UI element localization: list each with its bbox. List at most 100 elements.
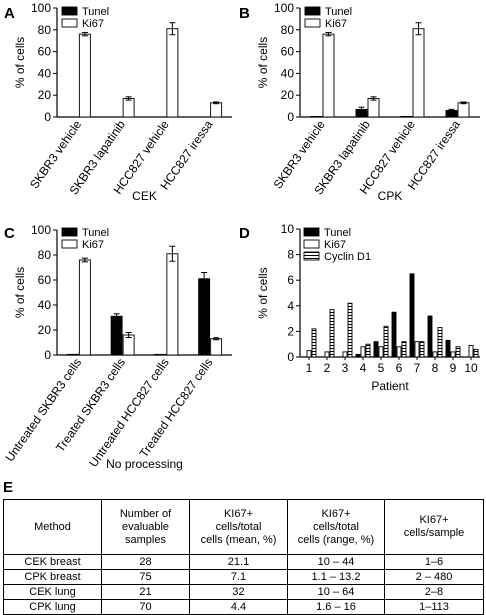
tunel-bar	[154, 353, 167, 356]
ki67-bar	[166, 253, 179, 356]
legend-swatch	[304, 6, 321, 16]
x-axis-label: No processing	[106, 457, 183, 471]
table-cell: 10 – 64	[287, 584, 385, 600]
legend-label: Cyclin D1	[324, 251, 371, 263]
ki67-bar	[360, 346, 366, 358]
cyclin-bar	[365, 343, 371, 358]
table-cell: 1.6 – 16	[287, 599, 385, 615]
tunel-bar	[66, 353, 79, 356]
panel-letter: D	[239, 225, 250, 242]
ki67-bar	[367, 98, 380, 118]
legend-label: Tunel	[82, 6, 109, 18]
cyclin-bar	[329, 309, 335, 358]
table-cell: 4.4	[189, 599, 288, 615]
legend-label: Ki67	[82, 239, 104, 251]
legend-swatch	[303, 239, 320, 249]
x-tick-label: 4	[360, 361, 367, 375]
legend-label: Tunel	[324, 227, 351, 239]
y-tick-label: 0	[44, 348, 51, 362]
table-cell: 75	[101, 569, 190, 585]
table-cell: 1.1 – 13.2	[287, 569, 385, 585]
tunel-bar	[110, 315, 123, 356]
ki67-bar	[414, 341, 420, 358]
ki67-bar	[378, 346, 384, 358]
y-tick-label: 60	[38, 273, 52, 287]
header-samples: Number of evaluable samples	[101, 499, 190, 555]
y-tick-label: 40	[38, 66, 52, 80]
table-cell: 21.1	[189, 554, 288, 570]
table-row: CPK lung 70 4.4 1.6 – 16 1–113	[3, 599, 484, 615]
y-tick-label: 20	[38, 323, 52, 337]
y-tick-label: 80	[281, 23, 295, 37]
table-row: CPK breast 75 7.1 1.1 – 13.2 2 – 480	[3, 569, 484, 585]
panel-letter: C	[4, 225, 15, 242]
y-axis-label: % of cells	[256, 37, 270, 88]
x-tick-label: 7	[414, 361, 421, 375]
legend-label: Ki67	[325, 18, 347, 30]
ki67-bar	[322, 33, 335, 118]
table-cell: CPK breast	[3, 569, 102, 585]
cyclin-bar	[419, 341, 425, 358]
ki67-bar	[342, 351, 348, 358]
y-tick-label: 60	[281, 45, 295, 59]
ki67-bar	[166, 28, 179, 118]
x-tick-label: 8	[432, 361, 439, 375]
table-cell: 10 – 44	[287, 554, 385, 570]
legend-label: Ki67	[82, 18, 104, 30]
ki67-bar	[78, 259, 91, 356]
table-cell: 70	[101, 599, 190, 615]
legend-swatch	[61, 6, 78, 16]
x-tick-label: 9	[450, 361, 457, 375]
legend-label: Ki67	[324, 239, 346, 251]
cyclin-bar	[347, 302, 353, 358]
table-cell: CEK lung	[3, 584, 102, 600]
results-table: Method Number of evaluable samples KI67+…	[3, 499, 484, 615]
tunel-bar	[355, 353, 361, 358]
table-cell: 7.1	[189, 569, 288, 585]
ki67-bar	[306, 350, 312, 358]
ki67-bar	[122, 98, 135, 118]
panel-letter: B	[239, 5, 250, 22]
y-tick-label: 80	[38, 23, 52, 37]
y-tick-label: 100	[274, 1, 294, 15]
y-tick-label: 8	[287, 248, 294, 262]
tunel-bar	[400, 116, 413, 118]
x-tick-label: 6	[396, 361, 403, 375]
legend-swatch	[61, 227, 78, 237]
cyclin-bar	[437, 327, 443, 358]
x-tick-label: 10	[464, 361, 478, 375]
x-axis-label: CEK	[132, 189, 157, 203]
ki67-bar	[210, 102, 223, 118]
cyclin-bar	[401, 341, 407, 358]
table-row: CEK breast 28 21.1 10 – 44 1–6	[3, 554, 484, 570]
y-tick-label: 100	[31, 223, 51, 237]
legend-swatch	[303, 227, 320, 237]
cyclin-bar	[311, 328, 317, 358]
table-cell: CEK breast	[3, 554, 102, 570]
tunel-bar	[427, 315, 433, 358]
tunel-bar	[373, 341, 379, 358]
y-tick-label: 40	[281, 66, 295, 80]
x-tick-label: 5	[378, 361, 385, 375]
y-axis-label: % of cells	[13, 37, 27, 88]
y-tick-label: 40	[38, 298, 52, 312]
header-range: KI67+ cells/total cells (range, %)	[287, 499, 385, 555]
legend-label: Tunel	[325, 6, 352, 18]
tunel-bar	[409, 273, 415, 358]
header-method: Method	[3, 499, 102, 555]
x-tick-label: Untreated SKBR3 cells	[2, 356, 84, 465]
legend-swatch	[303, 251, 320, 261]
ki67-bar	[468, 345, 474, 358]
ki67-bar	[78, 33, 91, 118]
header-per-sample: KI67+ cells/sample	[384, 499, 484, 555]
table-row: CEK lung 21 32 10 – 64 2–8	[3, 584, 484, 600]
table-cell: 1–6	[384, 554, 484, 570]
x-tick-label: 2	[324, 361, 331, 375]
table-cell: 28	[101, 554, 190, 570]
table-cell: 2 – 480	[384, 569, 484, 585]
y-tick-label: 20	[38, 88, 52, 102]
ki67-bar	[210, 338, 223, 356]
x-tick-label: Untreated HCC827 cells	[86, 356, 172, 470]
